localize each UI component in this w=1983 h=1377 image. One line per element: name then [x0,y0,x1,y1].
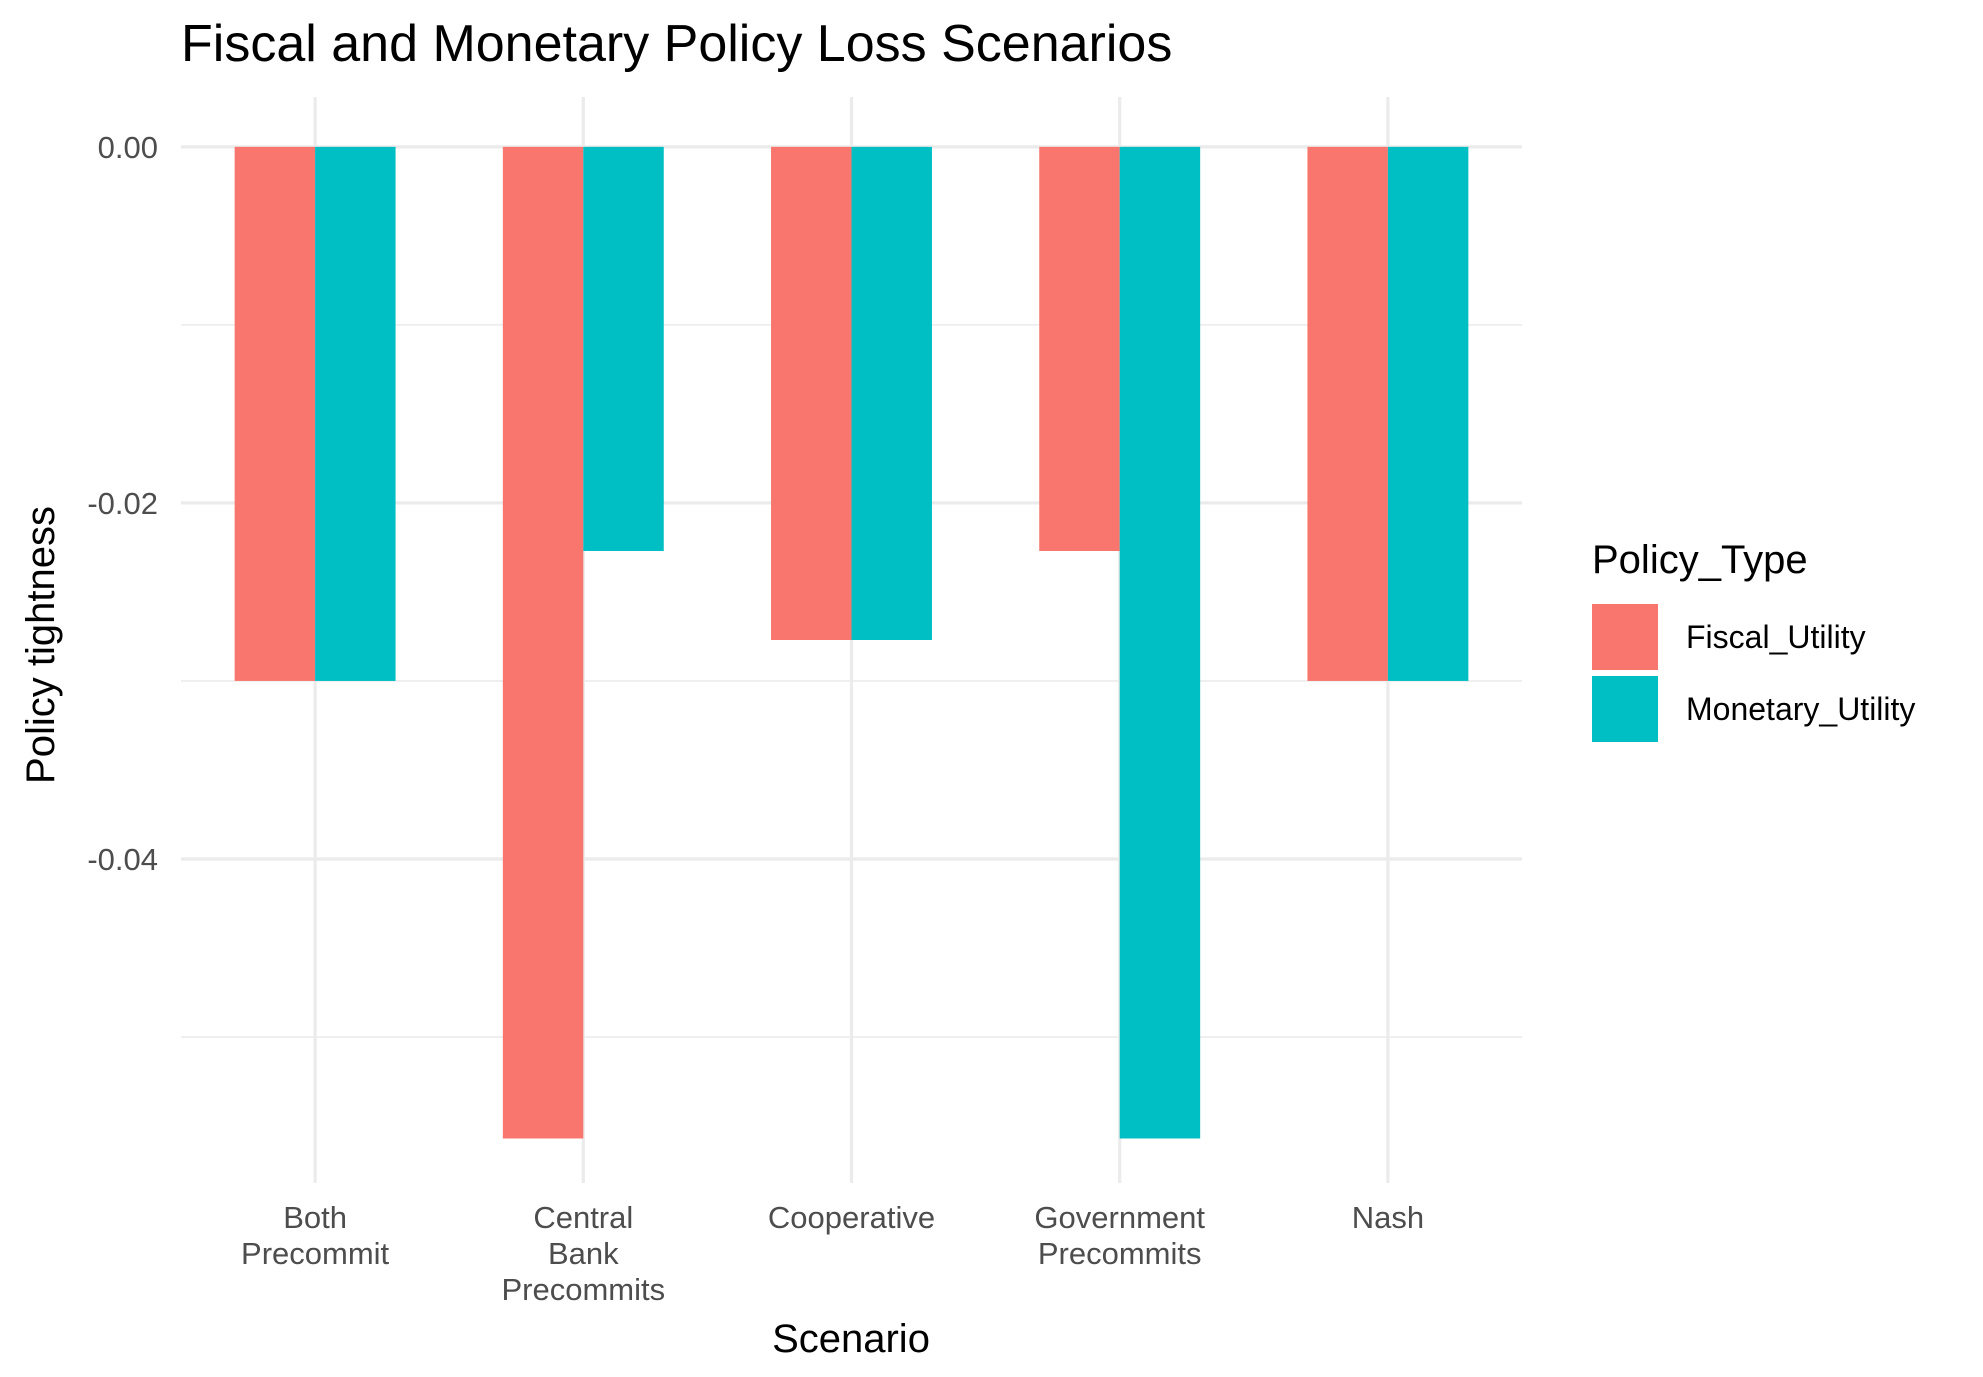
bar-fiscal-utility [771,146,852,640]
bar-monetary-utility [1119,146,1201,1139]
x-tick-line: Precommit [241,1236,390,1271]
bar-monetary-utility [315,146,396,681]
x-axis-title: Scenario [772,1317,930,1361]
y-axis-ticks: 0.00 -0.02 -0.04 [87,130,158,877]
y-tick-label: -0.04 [87,842,158,877]
x-tick-label: Central Bank Precommits [501,1200,665,1307]
x-tick-line: Central [533,1200,633,1235]
x-tick-line: Government [1034,1200,1205,1235]
x-tick-label: Nash [1352,1200,1424,1235]
legend: Policy_Type Fiscal_Utility Monetary_Utili… [1592,538,1915,742]
bar-fiscal-utility [502,146,584,1139]
chart-title: Fiscal and Monetary Policy Loss Scenario… [181,15,1172,73]
x-tick-line: Both [283,1200,347,1235]
bar-monetary-utility [851,146,932,640]
x-tick-line: Precommits [1038,1236,1202,1271]
legend-key-fiscal-utility [1592,604,1658,670]
y-tick-label: 0.00 [98,130,158,165]
legend-label: Monetary_Utility [1686,691,1915,727]
x-tick-label: Government Precommits [1034,1200,1205,1271]
bars [234,146,1469,1139]
bar-monetary-utility [1387,146,1469,681]
legend-title: Policy_Type [1592,538,1808,582]
legend-key-monetary-utility [1592,676,1658,742]
x-tick-line: Precommits [501,1272,665,1307]
x-tick-line: Cooperative [768,1200,935,1235]
legend-label: Fiscal_Utility [1686,619,1866,655]
bar-fiscal-utility [234,146,316,681]
bar-fiscal-utility [1039,146,1120,551]
x-tick-line: Bank [548,1236,619,1271]
y-axis-title: Policy tightness [19,506,63,784]
x-tick-line: Nash [1352,1200,1424,1235]
bar-fiscal-utility [1307,146,1388,681]
bar-monetary-utility [583,146,664,551]
y-tick-label: -0.02 [87,486,158,521]
x-tick-label: Both Precommit [241,1200,390,1271]
x-tick-label: Cooperative [768,1200,935,1235]
